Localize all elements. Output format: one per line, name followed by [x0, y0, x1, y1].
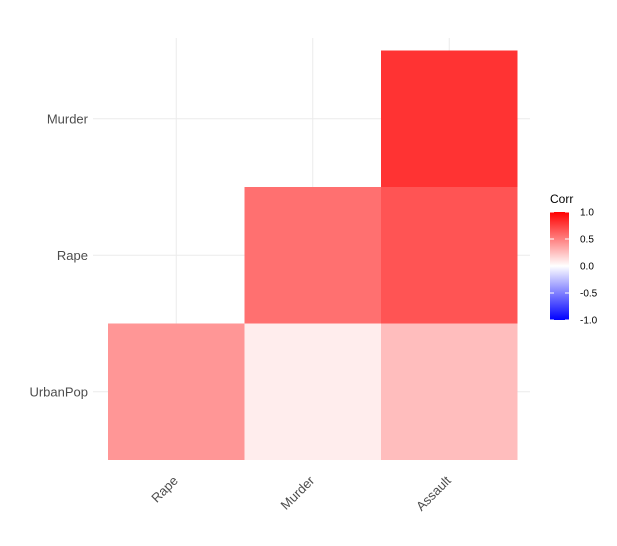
x-tick-label: Murder — [278, 472, 318, 512]
heatmap-cell — [381, 50, 518, 187]
x-tick-label: Assault — [413, 473, 454, 514]
heatmap-cell — [108, 323, 245, 460]
x-axis-tick-labels: Rape Murder Assault — [148, 472, 454, 513]
legend-tick-label: -0.5 — [580, 289, 598, 300]
legend-tick-label: 0.0 — [580, 262, 594, 273]
y-axis-tick-labels: UrbanPop Rape Murder — [29, 111, 88, 399]
legend-colorbar — [550, 212, 569, 320]
heatmap-cells — [108, 50, 518, 460]
y-tick-label: Murder — [47, 111, 89, 126]
y-tick-label: UrbanPop — [29, 384, 88, 399]
legend-tick-label: -1.0 — [580, 316, 598, 327]
heatmap-cell — [381, 187, 518, 324]
color-legend: Corr 1.0 0.5 0.0 -0.5 -1.0 — [550, 192, 598, 327]
heatmap-cell — [244, 323, 381, 460]
heatmap-cell — [244, 187, 381, 324]
y-tick-label: Rape — [57, 248, 88, 263]
legend-tick-label: 1.0 — [580, 208, 594, 219]
legend-tick-label: 0.5 — [580, 235, 594, 246]
heatmap-cell — [381, 323, 518, 460]
legend-title: Corr — [550, 192, 573, 206]
x-tick-label: Rape — [148, 473, 181, 506]
